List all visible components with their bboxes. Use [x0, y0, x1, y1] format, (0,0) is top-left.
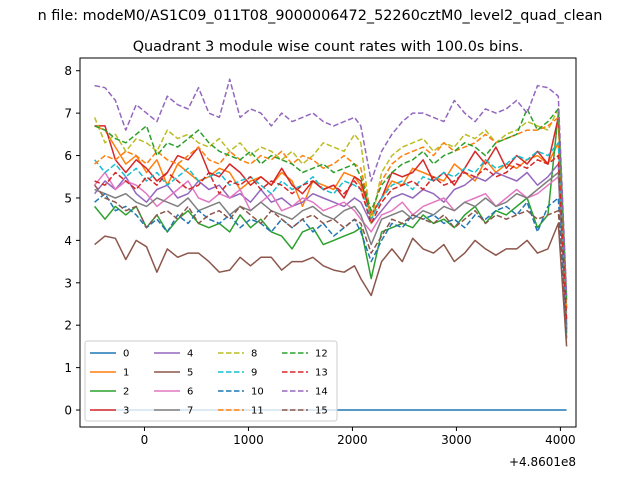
- legend-label-4: 4: [187, 349, 193, 360]
- x-tick-label: 3000: [441, 433, 472, 447]
- x-offset-label: +4.8601e8: [509, 455, 576, 469]
- x-tick-label: 0: [141, 433, 149, 447]
- legend-label-14: 14: [315, 387, 328, 398]
- legend-label-13: 13: [315, 368, 328, 379]
- series-line-7: [94, 171, 568, 330]
- y-tick-label: 5: [64, 191, 72, 205]
- legend-label-15: 15: [315, 406, 328, 417]
- legend-label-3: 3: [123, 406, 129, 417]
- x-tick-label: 4000: [545, 433, 576, 447]
- legend-label-5: 5: [187, 368, 193, 379]
- series-line-14: [94, 78, 568, 296]
- series-line-3: [94, 116, 568, 326]
- y-tick-label: 2: [64, 319, 72, 333]
- series-line-9: [94, 142, 568, 317]
- chart-title: Quadrant 3 module wise count rates with …: [133, 39, 524, 55]
- legend-box: [84, 340, 338, 422]
- series-line-12: [94, 108, 568, 300]
- plot-area: [93, 78, 568, 411]
- x-tick-label: 2000: [337, 433, 368, 447]
- series-line-13: [94, 154, 568, 322]
- axes-frame: [79, 57, 577, 428]
- legend-label-10: 10: [251, 387, 264, 398]
- legend-label-8: 8: [251, 349, 257, 360]
- y-tick-label: 7: [64, 107, 72, 121]
- y-tick-label: 0: [64, 404, 72, 418]
- series-line-1: [94, 125, 568, 309]
- series-line-5: [94, 222, 568, 347]
- legend-label-12: 12: [315, 349, 328, 360]
- legend-label-1: 1: [123, 368, 129, 379]
- series-line-8: [93, 108, 568, 309]
- series-line-15: [94, 184, 568, 343]
- legend-label-6: 6: [187, 387, 193, 398]
- y-tick-label: 8: [64, 64, 72, 78]
- series-line-6: [94, 171, 568, 322]
- legend-label-11: 11: [251, 406, 264, 417]
- series-line-4: [94, 163, 568, 330]
- series-line-2: [94, 112, 568, 334]
- legend-label-9: 9: [251, 368, 257, 379]
- y-tick-label: 4: [64, 234, 72, 248]
- legend-label-0: 0: [123, 349, 129, 360]
- series-line-11: [94, 116, 568, 313]
- y-tick-label: 1: [64, 361, 72, 375]
- legend-label-2: 2: [123, 387, 129, 398]
- y-tick-label: 6: [64, 149, 72, 163]
- x-tick-label: 1000: [233, 433, 264, 447]
- legend-label-7: 7: [187, 406, 193, 417]
- series-line-10: [94, 192, 568, 338]
- y-tick-label: 3: [64, 276, 72, 290]
- chart-suptitle: n file: modeM0/AS1C09_011T08_9000006472_…: [38, 8, 603, 24]
